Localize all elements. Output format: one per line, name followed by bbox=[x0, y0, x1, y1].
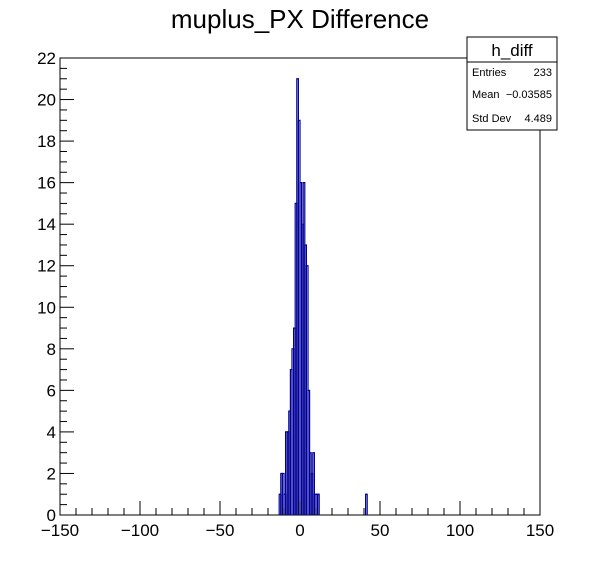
chart-title: muplus_PX Difference bbox=[171, 4, 429, 34]
x-tick-label: −50 bbox=[206, 521, 235, 540]
x-tick-labels: −150 −100 −50 0 50 100 150 bbox=[41, 521, 554, 540]
x-tick-label: −100 bbox=[121, 521, 159, 540]
axis-ticks bbox=[59, 57, 541, 516]
y-tick-label: 14 bbox=[37, 215, 56, 234]
histogram-bin bbox=[312, 452, 315, 515]
stats-box-frame bbox=[466, 36, 558, 131]
y-tick-label: 22 bbox=[37, 49, 56, 68]
stats-stddev-value: 4.489 bbox=[524, 113, 552, 125]
x-tick-label: −150 bbox=[41, 521, 79, 540]
stats-stddev-label: Std Dev bbox=[472, 113, 512, 125]
histogram-bins bbox=[278, 78, 368, 515]
y-tick-label: 4 bbox=[47, 423, 56, 442]
x-tick-label: 0 bbox=[295, 521, 304, 540]
y-tick-label: 6 bbox=[47, 381, 56, 400]
stats-mean-label: Mean bbox=[472, 89, 500, 101]
x-tick-label: 50 bbox=[371, 521, 390, 540]
y-tick-label: 2 bbox=[47, 464, 56, 483]
x-tick-label: 100 bbox=[446, 521, 474, 540]
stats-mean-value: −0.03585 bbox=[506, 89, 552, 101]
y-tick-label: 8 bbox=[47, 340, 56, 359]
y-tick-label: 10 bbox=[37, 298, 56, 317]
y-tick-label: 20 bbox=[37, 91, 56, 110]
stats-histogram-name: h_diff bbox=[491, 41, 533, 60]
y-tick-label: 16 bbox=[37, 174, 56, 193]
y-tick-label: 0 bbox=[47, 506, 56, 525]
stats-entries-label: Entries bbox=[472, 67, 507, 79]
y-tick-labels: 0 2 4 6 8 10 12 14 16 18 20 22 bbox=[37, 49, 56, 525]
y-tick-label: 18 bbox=[37, 132, 56, 151]
histogram-bin bbox=[317, 493, 320, 515]
y-tick-label: 12 bbox=[37, 257, 56, 276]
histogram-bin bbox=[365, 493, 368, 515]
stats-entries-value: 233 bbox=[534, 67, 552, 79]
stats-box: h_diff Entries 233 Mean −0.03585 Std Dev… bbox=[466, 36, 558, 131]
x-tick-label: 150 bbox=[526, 521, 554, 540]
